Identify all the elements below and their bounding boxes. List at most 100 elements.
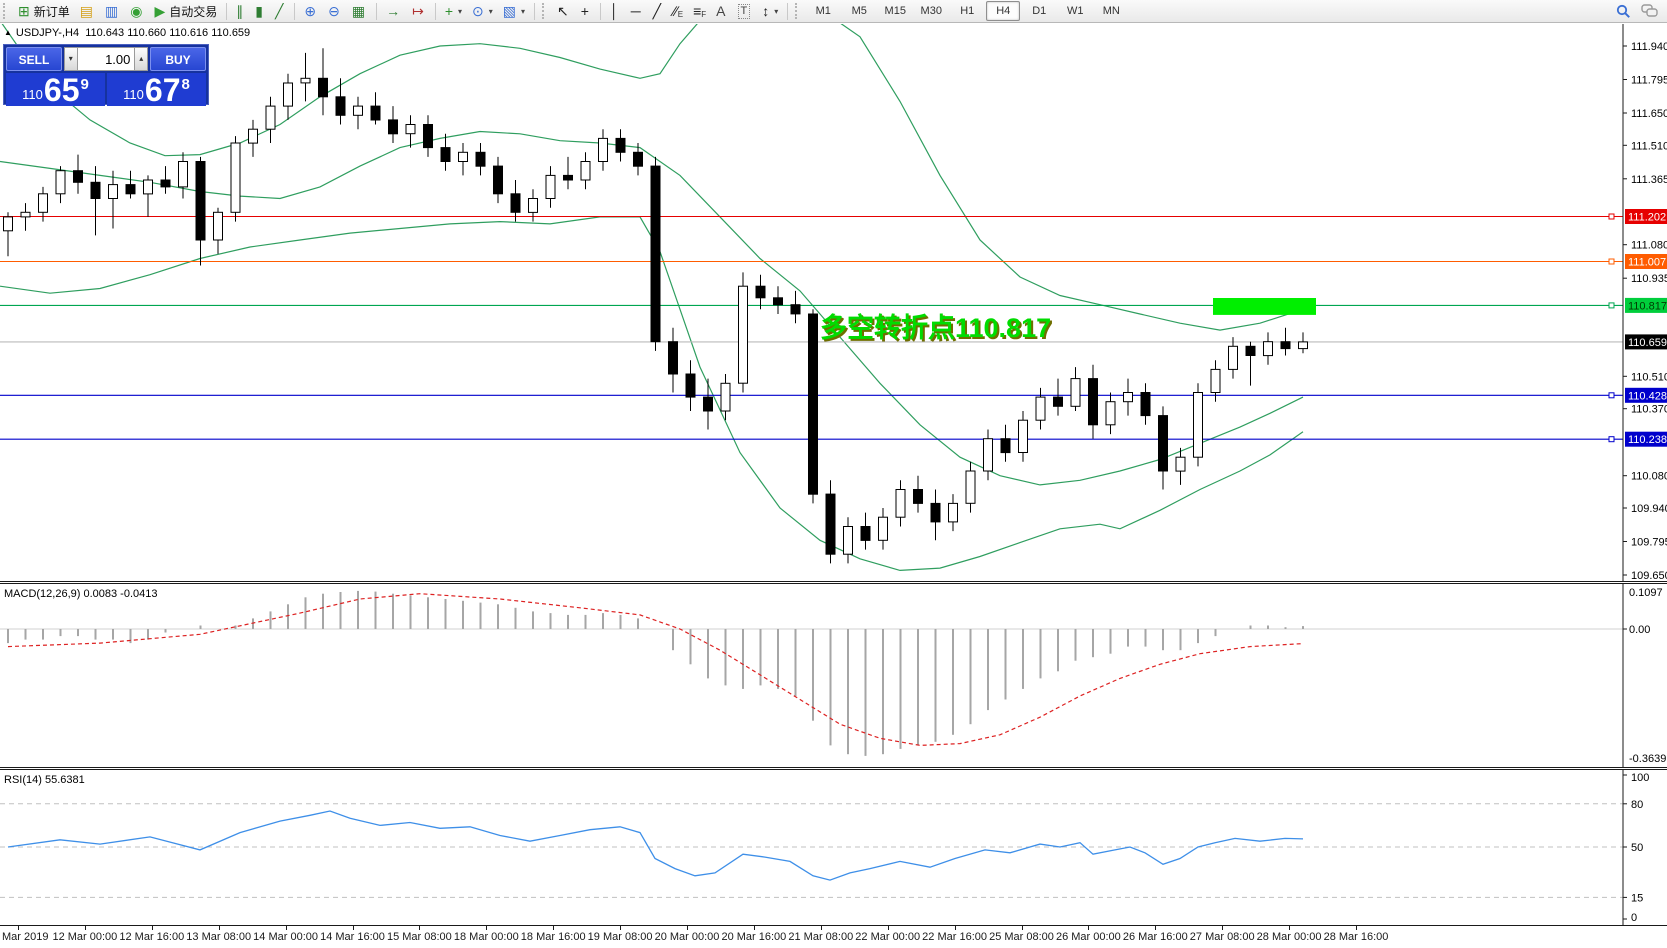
auto-scroll-icon: → bbox=[386, 3, 401, 19]
templates-button[interactable]: ▧ ▾ bbox=[498, 0, 530, 22]
periods-dropdown-icon[interactable]: ▾ bbox=[488, 6, 493, 16]
arrows-dropdown-icon[interactable]: ▾ bbox=[774, 6, 779, 16]
bar-chart-button[interactable]: ∥ bbox=[231, 0, 250, 22]
volume-input[interactable] bbox=[77, 47, 135, 71]
zoom-in-button[interactable]: ⊕ bbox=[299, 0, 323, 22]
timeframe-m1-button[interactable]: M1 bbox=[815, 5, 831, 17]
periods-button[interactable]: ⊙ ▾ bbox=[467, 0, 498, 22]
panel-separator[interactable] bbox=[0, 767, 1667, 770]
svg-text:0.1097: 0.1097 bbox=[1629, 587, 1663, 599]
indicators-dropdown-icon[interactable]: ▾ bbox=[458, 6, 463, 16]
cursor-button[interactable]: ↖ bbox=[552, 0, 576, 22]
new-order-button[interactable]: ⊞ 新订单 bbox=[13, 0, 75, 22]
time-label: 12 Mar 16:00 bbox=[119, 931, 185, 943]
toolbar-separator bbox=[599, 2, 601, 20]
toolbar-buttons: ⊞ 新订单 ▤ ▥ ◉ ▶ 自动交易 ∥ ▮ ╱ ⊕ ⊖ ▦ → ↦ + ▾ ⊙ ▾ ▧ ▾ ↖ + │ ─ ╱ ∕∕ E ≡ F A T ↕ ▾ bbox=[0, 0, 805, 22]
time-label: 27 Mar 08:00 bbox=[1189, 931, 1255, 943]
zoom-in-icon: ⊕ bbox=[304, 3, 317, 19]
price-badge: 110.659 bbox=[1628, 337, 1667, 349]
main-chart-panel[interactable]: 111.940 111.795 111.650 111.510 111.365 111.0… bbox=[0, 24, 1667, 581]
text-label-button[interactable]: T bbox=[733, 0, 758, 22]
timeframe-h4-button[interactable]: H4 bbox=[986, 1, 1021, 21]
svg-text:109.940: 109.940 bbox=[1631, 503, 1667, 515]
toolbar-separator bbox=[376, 2, 378, 20]
annotation-text[interactable]: 多空转折点110.817 bbox=[820, 313, 1052, 343]
market-watch-button[interactable]: ▤ bbox=[75, 0, 100, 22]
arrows-button[interactable]: ↕ ▾ bbox=[757, 0, 783, 22]
panel-separator[interactable] bbox=[0, 581, 1667, 584]
macd-axis: 0.1097 0.00 -0.3639 bbox=[1623, 587, 1666, 765]
svg-text:110.935: 110.935 bbox=[1631, 273, 1667, 285]
svg-text:0: 0 bbox=[1631, 912, 1637, 924]
rsi-panel[interactable]: 100 80 50 15 0 bbox=[0, 770, 1667, 925]
auto-trading-button[interactable]: ▶ 自动交易 bbox=[149, 0, 222, 22]
buy-price[interactable]: 110 67 8 bbox=[107, 73, 206, 106]
candles bbox=[3, 48, 1308, 564]
svg-text:-0.3639: -0.3639 bbox=[1629, 753, 1666, 765]
hline-handle[interactable] bbox=[1608, 392, 1615, 399]
zoom-out-button[interactable]: ⊖ bbox=[323, 0, 347, 22]
toolbar-grip[interactable] bbox=[542, 3, 549, 19]
chart-shift-button[interactable]: ↦ bbox=[407, 0, 431, 22]
timeframe-m30-button[interactable]: M30 bbox=[920, 5, 942, 17]
hline-handle[interactable] bbox=[1608, 258, 1615, 265]
timeframe-w1-button[interactable]: W1 bbox=[1067, 5, 1084, 17]
new-order-icon: ⊞ bbox=[18, 3, 30, 19]
time-label: 19 Mar 08:00 bbox=[587, 931, 653, 943]
trendline-button[interactable]: ╱ bbox=[648, 0, 668, 22]
svg-text:110.080: 110.080 bbox=[1631, 471, 1667, 483]
price-badge: 111.202 bbox=[1628, 212, 1666, 224]
indicators-button[interactable]: + ▾ bbox=[440, 0, 467, 22]
equidistant-channel-button[interactable]: ∕∕ E bbox=[668, 0, 688, 22]
buy-button[interactable]: BUY bbox=[150, 47, 206, 71]
line-chart-button[interactable]: ╱ bbox=[270, 0, 290, 22]
candlestick-chart-button[interactable]: ▮ bbox=[250, 0, 270, 22]
toolbar-grip[interactable] bbox=[795, 3, 802, 19]
search-icon[interactable] bbox=[1616, 4, 1631, 19]
crosshair-button[interactable]: + bbox=[576, 0, 596, 22]
time-tick bbox=[1155, 926, 1157, 930]
auto-trading-label: 自动交易 bbox=[169, 4, 218, 19]
timeframe-d1-button[interactable]: D1 bbox=[1032, 5, 1047, 17]
vertical-line-icon: │ bbox=[609, 3, 619, 19]
svg-text:0.00: 0.00 bbox=[1629, 624, 1650, 636]
arrows-icon: ↕ bbox=[762, 3, 770, 19]
chart-collapse-icon[interactable]: ▲ bbox=[4, 28, 12, 37]
toolbar-grip[interactable] bbox=[3, 3, 10, 19]
svg-text:111.795: 111.795 bbox=[1631, 75, 1667, 87]
hline-handle[interactable] bbox=[1608, 213, 1615, 220]
time-label: 13 Mar 08:00 bbox=[186, 931, 252, 943]
volume-decrease-button[interactable]: ▾ bbox=[64, 47, 78, 71]
periods-icon: ⊙ bbox=[472, 3, 484, 19]
fibonacci-sub-label: F bbox=[701, 10, 707, 19]
vertical-line-button[interactable]: │ bbox=[605, 0, 626, 22]
timeframe-m15-button[interactable]: M15 bbox=[884, 5, 906, 17]
timeframe-mn-button[interactable]: MN bbox=[1102, 5, 1120, 17]
timeframe-m5-button[interactable]: M5 bbox=[851, 5, 867, 17]
macd-panel[interactable]: 0.1097 0.00 -0.3639 bbox=[0, 584, 1667, 767]
tile-windows-button[interactable]: ▦ bbox=[347, 0, 372, 22]
trade-panel: SELL ▾ ▴ BUY 110 65 9 110 67 8 bbox=[3, 44, 209, 106]
templates-dropdown-icon[interactable]: ▾ bbox=[521, 6, 526, 16]
sell-button[interactable]: SELL bbox=[6, 47, 62, 71]
hline-handle[interactable] bbox=[1608, 436, 1615, 443]
chat-icon[interactable] bbox=[1641, 3, 1659, 19]
svg-text:111.940: 111.940 bbox=[1631, 41, 1667, 53]
data-window-button[interactable]: ▥ bbox=[100, 0, 125, 22]
text-label-icon: T bbox=[737, 3, 751, 19]
horizontal-line-button[interactable]: ─ bbox=[626, 0, 648, 22]
price-badge: 110.817 bbox=[1628, 300, 1667, 312]
timeframe-h1-button[interactable]: H1 bbox=[960, 5, 975, 17]
hline-handle[interactable] bbox=[1608, 302, 1615, 309]
signals-button[interactable]: ◉ bbox=[125, 0, 149, 22]
auto-scroll-button[interactable]: → bbox=[381, 0, 407, 22]
text-button[interactable]: A bbox=[711, 0, 732, 22]
bollinger-bands bbox=[0, 24, 1304, 572]
data-window-icon: ▥ bbox=[104, 3, 119, 19]
fibonacci-button[interactable]: ≡ F bbox=[688, 0, 711, 22]
volume-increase-button[interactable]: ▴ bbox=[134, 47, 148, 71]
highlight-rectangle[interactable] bbox=[1213, 298, 1316, 315]
sell-price[interactable]: 110 65 9 bbox=[6, 73, 105, 106]
time-tick bbox=[1088, 926, 1090, 930]
